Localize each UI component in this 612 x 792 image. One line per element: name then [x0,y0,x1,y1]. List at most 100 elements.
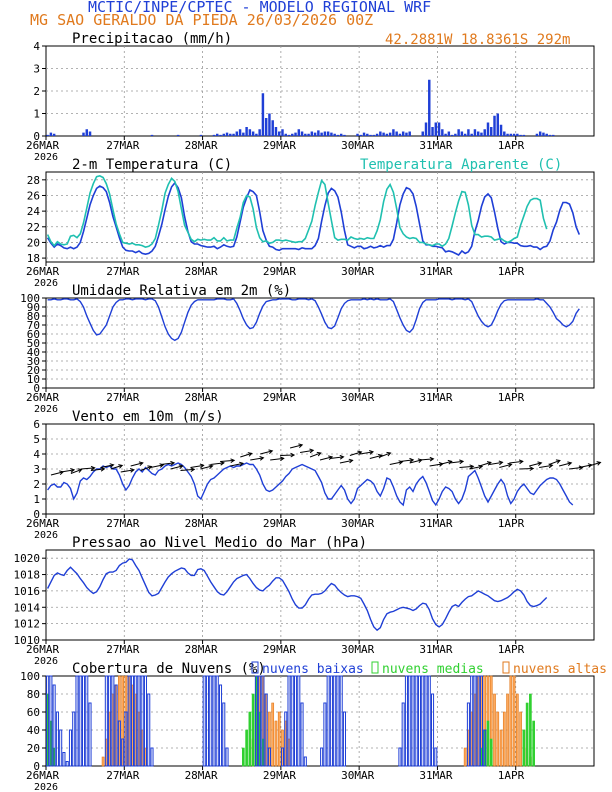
cloud-low-bar [85,675,89,767]
cloud-low-bar [284,711,288,767]
precip-bar [150,134,154,136]
x-tick-label: 29MAR [263,643,296,656]
precip-bar [460,131,464,136]
x-tick-label: 31MAR [419,139,452,152]
precip-bar [512,133,516,136]
wind-vector [588,461,601,467]
cloud-high-bar [274,720,278,767]
coordinates-label: 42.2881W 18.8361S 292m [385,32,570,48]
wind-arrowhead [596,461,602,466]
x-tick-label: 26MAR [26,265,59,278]
precip-bar [317,130,320,136]
precip-bar [326,131,330,136]
precip-bar [398,133,402,136]
precip-bar [359,134,363,136]
x-tick-label: 30MAR [341,643,374,656]
precip-bar [379,131,382,136]
precip-bar [424,122,428,136]
precip-bar [248,129,252,136]
cloud-low-bar [68,729,72,767]
wind-vector [379,452,391,458]
cloud-low-bar [111,675,115,767]
x-tick-label: 27MAR [106,517,139,530]
cloud-low-bar [431,693,435,767]
cloud-low-bar [408,675,412,767]
wind-arrowhead [348,458,354,464]
cloud-low-bar [62,752,66,767]
y-tick-label: 1010 [14,634,41,647]
wind-arrowhead [357,450,363,456]
precip-bar [294,132,297,136]
cloud-mid-bar [242,747,245,767]
precip-bar [434,122,438,136]
cloud-high-bar [519,711,522,767]
wind-vector [160,462,175,465]
precip-bar [490,127,493,136]
wind-vector [140,465,152,471]
precip-bar [307,133,310,136]
x-tick-label: 1APR [498,643,525,656]
cloud-high-bar [509,675,513,767]
x-tick-label: 28MAR [185,391,218,404]
cloud-low-bar [401,702,405,767]
wind-arrowhead [537,461,543,466]
cloud-low-bar [121,738,125,767]
cloud-low-bar [75,675,79,767]
panel-2: 18 20 22 24 26 28 26MAR 27MAR 28MAR 29MAR 30MAR 31M… [26,157,595,289]
cloud-low-bar [55,711,59,767]
x-year-label: 2026 [34,656,58,667]
precip-bar [499,124,503,136]
panel-title: 2-m Temperatura (C) [72,157,232,173]
x-tick-label: 27MAR [106,391,139,404]
cloud-low-bar [267,747,271,767]
wind-vector [250,457,264,461]
cloud-low-bar [78,675,82,767]
wind-vector [489,461,503,465]
wind-vector [90,468,105,471]
precip-bar [255,133,258,136]
wind-vector [329,456,344,459]
y-tick-label: 3 [33,463,40,476]
wind-arrowhead [90,465,96,471]
cloud-high-bar [506,693,509,767]
wind-arrowhead [199,463,205,469]
x-tick-label: 29MAR [263,139,296,152]
x-tick-label: 29MAR [263,517,296,530]
precip-bar [251,131,255,136]
cloud-low-bar [427,675,431,767]
panel-title: Cobertura de Nuvens (%) [72,661,266,677]
precip-bar [258,129,261,136]
precip-bar [421,131,424,136]
precip-bar [388,132,392,136]
wind-vector [548,459,561,465]
cloud-low-bar [336,675,340,767]
precip-bar [229,133,232,136]
precip-bar [522,134,526,136]
x-year-label: 2026 [34,278,58,289]
y-tick-label: 0 [33,130,40,143]
x-tick-label: 30MAR [341,769,374,782]
precip-bar [493,115,496,136]
wind-vector [60,469,75,473]
wind-arrowhead [469,464,475,470]
cloud-high-bar [101,756,105,767]
legend-label: nuvens medias [382,662,484,677]
x-year-label: 2026 [34,782,58,792]
cloud-mid-bar [525,702,529,767]
panel-frame [45,675,595,767]
precip-bar [281,129,284,136]
cloud-low-bar [137,675,141,767]
y-tick-label: 20 [27,364,40,377]
precip-bar [261,93,265,136]
cloud-low-bar [65,761,69,767]
legend-label: nuvens baixas [262,662,364,677]
panel-title: Umidade Relativa em 2m (%) [72,283,291,299]
wind-arrowhead [70,468,76,473]
cloud-mid-bar [251,693,255,767]
precip-bar [271,120,274,136]
cloud-low-bar [209,675,213,767]
cloud-low-bar [72,711,76,767]
x-tick-label: 31MAR [419,769,452,782]
panel-1: 0 1 2 3 4 26MAR 27MAR 28MAR 29MAR 30MAR 31MAR 1APR 2… [26,31,595,163]
precip-bar [382,132,385,136]
